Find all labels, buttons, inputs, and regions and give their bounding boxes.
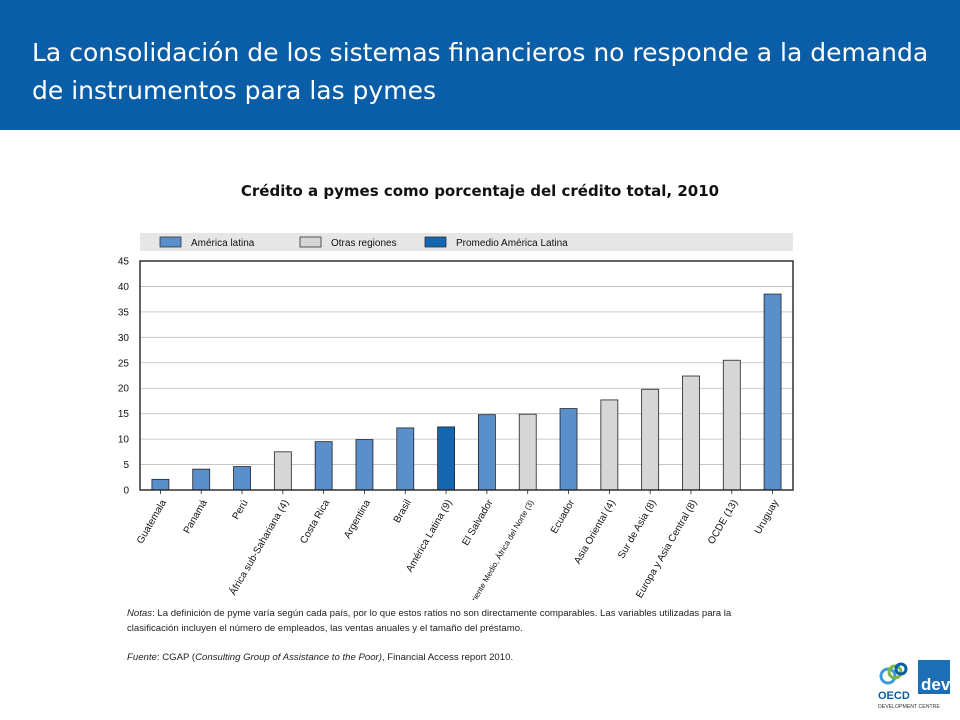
logo-ring-icon: [887, 664, 903, 680]
legend-label: Otras regiones: [331, 238, 397, 249]
logo-dev-box: [918, 660, 950, 694]
bar: [233, 466, 251, 491]
bar: [151, 478, 170, 491]
logo-subtitle: DEVELOPMENT CENTRE: [878, 704, 940, 710]
x-tick-label: OCDE (13): [706, 498, 740, 546]
logo-ring-icon: [879, 667, 897, 685]
y-axis-ticks: 0 5 10 15 20 25 30 35 40 45: [118, 257, 130, 497]
bar: [641, 388, 660, 491]
bar: [722, 359, 741, 491]
x-tick-label: Brasil: [392, 498, 414, 525]
bar: [763, 293, 782, 491]
legend-label: Promedio América Latina: [456, 238, 568, 249]
y-tick-label: 15: [118, 409, 130, 420]
y-tick-label: 40: [118, 282, 130, 293]
chart-title: Crédito a pymes como porcentaje del créd…: [240, 182, 720, 200]
logo-ring-icon: [894, 662, 908, 676]
bar: [682, 375, 700, 491]
x-tick-label: Ecuador: [549, 497, 577, 535]
legend-swatch: [299, 236, 322, 248]
notes-text: : La definición de pyme varía según cada…: [127, 608, 732, 634]
y-tick-label: 25: [118, 358, 130, 369]
x-tick-label: El Salvador: [460, 497, 495, 547]
oecd-dev-logo: OECD dev DEVELOPMENT CENTRE: [878, 660, 950, 710]
x-tick-label: Panamá: [182, 498, 210, 536]
bar: [273, 451, 292, 491]
y-tick-label: 30: [118, 333, 130, 344]
bar: [355, 439, 374, 491]
chart-notes: Notas: La definición de pyme varía según…: [127, 606, 747, 636]
y-tick-label: 5: [123, 460, 129, 471]
y-tick-label: 10: [118, 435, 130, 446]
y-tick-label: 20: [118, 384, 130, 395]
bar: [396, 427, 415, 491]
bar: [600, 399, 619, 491]
header-banner: La consolidación de los sistemas financi…: [0, 0, 960, 130]
notes-label: Notas: [127, 608, 153, 619]
y-tick-label: 0: [123, 486, 129, 497]
bar: [437, 426, 455, 491]
chart-legend: América latina Otras regiones Promedio Amé…: [140, 233, 793, 251]
bar-chart: América latina Otras regiones Promedio Amé…: [118, 233, 794, 600]
legend-label: América latina: [191, 238, 255, 249]
x-tick-label: Asia Oriental (4): [572, 498, 618, 566]
y-tick-label: 45: [118, 257, 130, 268]
source-text-a: : CGAP (: [156, 652, 196, 663]
logo-oecd-text: OECD: [878, 690, 910, 702]
plot-frame: [139, 260, 794, 491]
chart-source: Fuente: CGAP (Consulting Group of Assist…: [127, 652, 747, 663]
bar: [314, 441, 333, 491]
x-tick-label: Perú: [231, 498, 251, 522]
x-tick-label: Costa Rica: [298, 498, 332, 546]
source-label: Fuente: [127, 652, 157, 663]
x-tick-label: Sur de Asia (8): [616, 498, 659, 561]
source-text-b: , Financial Access report 2010.: [381, 652, 514, 663]
x-tick-label: Guatemala: [135, 498, 169, 546]
bar: [192, 468, 211, 491]
bar: [559, 408, 578, 491]
logo-dev-text: dev: [921, 675, 950, 694]
x-tick-label: Argentina: [342, 498, 373, 541]
legend-swatch: [159, 236, 182, 248]
legend-swatch: [424, 236, 447, 248]
y-tick-label: 35: [118, 307, 130, 318]
page-title: La consolidación de los sistemas financi…: [32, 38, 929, 105]
bar: [518, 413, 537, 491]
source-text-italic: Consulting Group of Assistance to the Po…: [195, 652, 382, 663]
chart-bars: [151, 293, 782, 491]
x-tick-label: Uruguay: [753, 498, 781, 536]
x-tick-label: América Latina (9): [404, 498, 454, 574]
bar: [478, 414, 496, 491]
